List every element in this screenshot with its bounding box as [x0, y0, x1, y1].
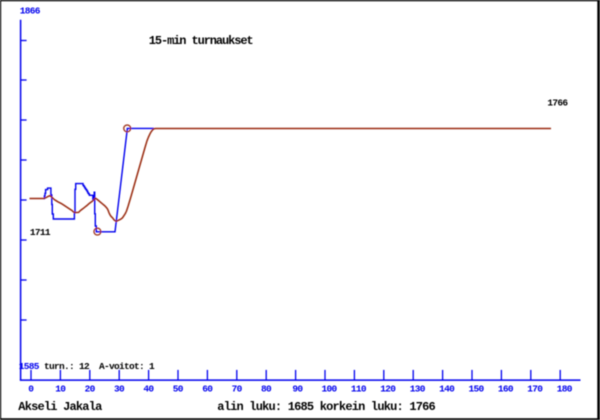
svg-text:70: 70 [232, 384, 243, 395]
svg-text:160: 160 [498, 384, 514, 395]
svg-text:40: 40 [143, 384, 154, 395]
svg-text:1711: 1711 [30, 227, 51, 238]
svg-text:110: 110 [351, 384, 367, 395]
svg-text:turn.: 12 A-voitot: 1: turn.: 12 A-voitot: 1 [44, 361, 155, 372]
svg-text:1585: 1585 [19, 361, 40, 372]
svg-text:1766: 1766 [547, 97, 568, 108]
svg-text:150: 150 [469, 384, 485, 395]
svg-text:180: 180 [557, 384, 573, 395]
svg-text:50: 50 [173, 384, 184, 395]
svg-text:15-min turnaukset: 15-min turnaukset [149, 34, 254, 48]
svg-text:20: 20 [85, 384, 96, 395]
svg-text:140: 140 [439, 384, 455, 395]
svg-text:10: 10 [55, 384, 66, 395]
svg-text:80: 80 [261, 384, 272, 395]
svg-text:90: 90 [292, 384, 303, 395]
svg-text:Akseli Jakala: Akseli Jakala [18, 400, 102, 414]
svg-text:100: 100 [322, 384, 338, 395]
svg-text:1866: 1866 [20, 6, 41, 17]
svg-text:60: 60 [202, 384, 213, 395]
svg-text:130: 130 [410, 384, 426, 395]
svg-text:0: 0 [28, 384, 34, 395]
svg-text:120: 120 [380, 384, 396, 395]
svg-text:alin luku: 1685 korkein luku:: alin luku: 1685 korkein luku: 1766 [217, 400, 435, 414]
svg-text:30: 30 [114, 384, 125, 395]
svg-text:170: 170 [527, 384, 543, 395]
